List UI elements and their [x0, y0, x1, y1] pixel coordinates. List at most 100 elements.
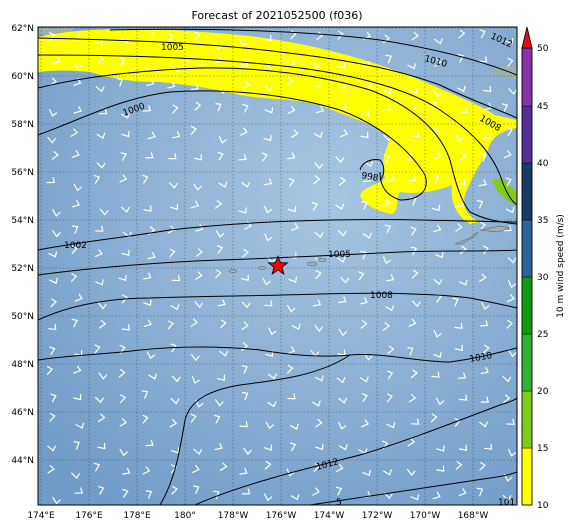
- wind-barb-icon: [192, 464, 200, 474]
- wind-barb-icon: [98, 108, 108, 115]
- wind-barb-icon: [506, 418, 515, 425]
- wind-barb-icon: [335, 486, 343, 496]
- wind-barb-icon: [361, 61, 370, 68]
- wind-barb-icon: [435, 251, 444, 259]
- wind-barb-icon: [459, 394, 468, 401]
- wind-barb-icon: [454, 344, 463, 352]
- wind-barb-icon: [168, 182, 178, 189]
- wind-barb-icon: [383, 154, 390, 164]
- wind-barb-icon: [243, 447, 252, 455]
- wind-barb-icon: [387, 393, 393, 403]
- wind-barb-icon: [119, 418, 128, 427]
- wind-barb-icon: [239, 39, 248, 47]
- pressure-contours: [38, 28, 517, 505]
- wind-barb-icon: [217, 374, 226, 381]
- wind-barb-icon: [98, 486, 105, 495]
- wind-barb-icon: [336, 377, 346, 384]
- wind-barb-icon: [287, 105, 296, 114]
- wind-barb-icon: [457, 54, 464, 63]
- wind-barb-icon: [316, 31, 324, 41]
- wind-barb-icon: [508, 280, 516, 289]
- wind-barb-icon: [93, 175, 101, 184]
- lon-label: 170°W: [410, 511, 441, 521]
- wind-barb-icon: [119, 174, 128, 183]
- wind-barb-icon: [167, 81, 176, 89]
- colorbar-tick: 20: [537, 387, 549, 397]
- wind-barb-icon: [241, 181, 250, 188]
- wind-barb-icon: [263, 34, 272, 42]
- wind-barb-icon: [433, 127, 440, 136]
- wind-barb-icon: [290, 494, 300, 501]
- wind-barb-icon: [195, 271, 203, 280]
- wind-barb-icon: [435, 397, 445, 406]
- wind-barb-icon: [478, 56, 488, 63]
- lon-label: 176°E: [75, 511, 103, 521]
- wind-barb-icon: [48, 323, 57, 331]
- wind-barb-icon: [311, 201, 319, 211]
- wind-barb-icon: [358, 271, 365, 281]
- wind-barb-icon: [383, 256, 391, 265]
- wind-barb-icon: [502, 495, 512, 502]
- wind-barb-icon: [46, 177, 56, 184]
- lat-label: 48°N: [11, 360, 34, 370]
- wind-barb-icon: [436, 445, 445, 452]
- colorbar-segment: [521, 47, 533, 107]
- wind-barb-icon: [262, 277, 271, 286]
- colorbar-tick: 45: [537, 102, 548, 112]
- wind-barb-icon: [482, 245, 489, 255]
- wind-barb-icon: [335, 203, 344, 210]
- wind-barb-icon: [287, 393, 296, 400]
- wind-barb-icon: [314, 231, 324, 239]
- wind-10-15-region: [38, 28, 517, 225]
- wind-barb-icon: [503, 225, 512, 232]
- wind-barb-icon: [338, 296, 347, 304]
- wind-barb-icon: [362, 469, 371, 477]
- wind-barb-icon: [264, 493, 273, 502]
- wind-barb-icon: [286, 468, 295, 477]
- wind-barb-icon: [193, 183, 202, 191]
- wind-barb-icon: [141, 390, 149, 399]
- colorbar-segment: [521, 276, 533, 335]
- wind-barb-icon: [261, 152, 268, 162]
- wind-barb-icon: [97, 413, 106, 422]
- wind-barb-icon: [434, 151, 442, 160]
- wind-barb-icon: [170, 304, 180, 311]
- wind-barb-icon: [71, 245, 78, 254]
- wind-barb-icon: [46, 366, 54, 375]
- wind-barb-icon: [170, 398, 180, 405]
- wind-barb-icon: [122, 467, 131, 475]
- lon-label: 168°W: [458, 511, 489, 521]
- wind-barb-icon: [312, 400, 321, 407]
- wind-barb-icon: [146, 351, 155, 360]
- wind-barb-icon: [238, 207, 247, 214]
- wind-barb-icon: [170, 343, 177, 353]
- wind-barb-icon: [384, 224, 392, 234]
- wind-barb-icon: [313, 175, 321, 185]
- wind-barb-icon: [315, 418, 323, 428]
- wind-barb-icon: [290, 442, 297, 452]
- wind-barb-icon: [338, 328, 347, 337]
- colorbar-tick: 10: [537, 501, 549, 511]
- wind-barb-icon: [434, 38, 443, 45]
- wind-barb-icon: [337, 30, 344, 40]
- lon-label: 178°W: [218, 511, 249, 521]
- wind-barb-icon: [242, 81, 251, 90]
- wind-barb-icon: [241, 488, 251, 495]
- wind-barb-icon: [240, 127, 248, 136]
- wind-barb-icon: [50, 298, 58, 308]
- wind-barb-icon: [98, 372, 108, 380]
- wind-barb-icon: [145, 439, 154, 447]
- wind-barb-icon: [458, 488, 467, 497]
- wind-barb-icon: [506, 127, 513, 137]
- wind-barb-icon: [433, 278, 443, 286]
- wind-barb-icon: [121, 131, 130, 138]
- wind-barb-icon: [194, 60, 204, 67]
- wind-barb-icon: [145, 490, 153, 499]
- wind-barb-icon: [195, 399, 204, 408]
- wind-barb-icon: [431, 371, 440, 378]
- wind-barb-icon: [336, 256, 346, 263]
- wind-barb-icon: [315, 105, 325, 114]
- wind-barb-icon: [73, 365, 82, 374]
- wind-barb-icon: [505, 207, 515, 214]
- wind-barb-icon: [52, 209, 61, 217]
